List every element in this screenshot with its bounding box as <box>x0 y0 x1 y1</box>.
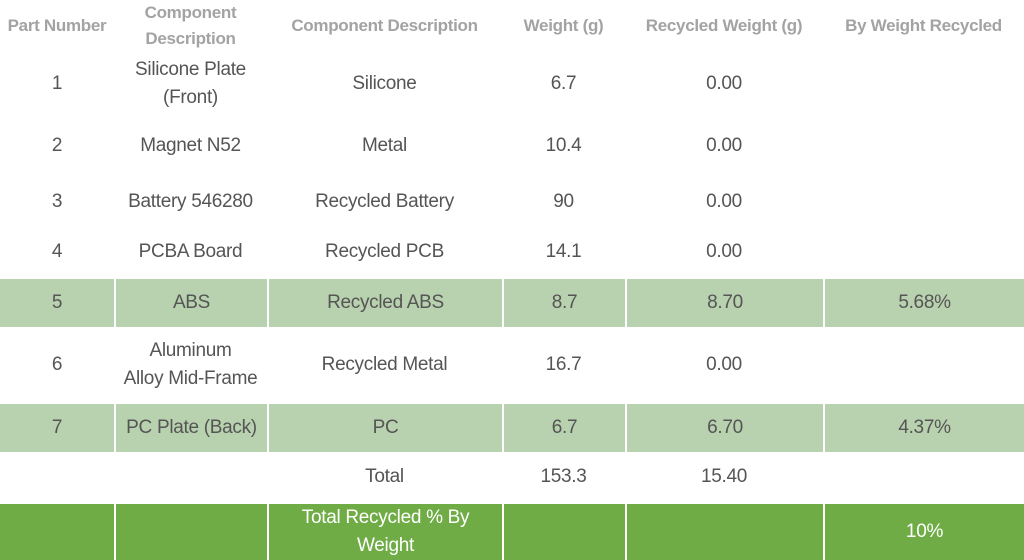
pct-cell <box>823 115 1024 177</box>
recycled-weight-cell: 0.00 <box>706 72 742 94</box>
table-row: 6 Aluminum Alloy Mid-Frame Recycled Meta… <box>0 327 1024 402</box>
empty-cell <box>0 452 114 502</box>
header-component: Component Description <box>144 3 237 48</box>
description-cell: Metal <box>362 135 407 156</box>
header-recycled-weight: Recycled Weight (g) <box>645 16 803 35</box>
header-part-number: Part Number <box>7 16 107 35</box>
table-row: 2 Magnet N52 Metal 10.4 0.00 <box>0 115 1024 177</box>
weight-cell: 6.7 <box>550 72 577 94</box>
pct-cell <box>823 177 1024 227</box>
table-row-highlighted: 7 PC Plate (Back) PC 6.7 6.70 4.37% <box>0 402 1024 452</box>
weight-cell: 90 <box>553 191 574 212</box>
pct-cell <box>823 52 1024 115</box>
part-number-cell: 4 <box>51 241 63 262</box>
component-cell: Magnet N52 <box>140 135 241 156</box>
description-cell: Recycled PCB <box>325 241 444 262</box>
component-cell: PC Plate (Back) <box>114 402 267 452</box>
header-weight: Weight (g) <box>523 16 604 35</box>
header-by-weight-recycled: By Weight Recycled <box>845 16 1002 35</box>
header-component-description: Component Description <box>291 16 478 35</box>
summary-pct: 10% <box>823 502 1024 560</box>
total-label: Total <box>365 466 404 487</box>
part-number-cell: 6 <box>51 353 63 375</box>
component-cell: Aluminum Alloy Mid-Frame <box>123 339 258 389</box>
description-cell: PC <box>267 402 502 452</box>
weight-cell: 10.4 <box>545 135 582 156</box>
description-cell: Recycled Battery <box>315 191 454 212</box>
pct-cell: 5.68% <box>823 277 1024 327</box>
recycled-weight-cell: 0.00 <box>706 191 742 212</box>
pct-cell <box>823 227 1024 277</box>
table-row: 4 PCBA Board Recycled PCB 14.1 0.00 <box>0 227 1024 277</box>
empty-cell <box>114 502 267 560</box>
recycled-weight-cell: 0.00 <box>706 353 742 375</box>
empty-cell <box>625 502 823 560</box>
part-number-cell: 3 <box>51 191 63 212</box>
recycled-weight-cell: 6.70 <box>625 402 823 452</box>
header-row: Part Number Component Description Compon… <box>0 0 1024 52</box>
empty-cell <box>114 452 267 502</box>
summary-label: Total Recycled % By Weight <box>267 502 502 560</box>
table-row: 1 Silicone Plate (Front) Silicone 6.7 0.… <box>0 52 1024 115</box>
recycled-weight-cell: 0.00 <box>706 135 742 156</box>
weight-cell: 16.7 <box>545 353 582 375</box>
table-row: 3 Battery 546280 Recycled Battery 90 0.0… <box>0 177 1024 227</box>
weight-cell: 8.7 <box>502 277 625 327</box>
empty-cell <box>823 452 1024 502</box>
weight-cell: 6.7 <box>502 402 625 452</box>
total-weight: 153.3 <box>540 466 587 487</box>
recycled-weight-cell: 8.70 <box>625 277 823 327</box>
component-cell: ABS <box>114 277 267 327</box>
summary-row: Total Recycled % By Weight 10% <box>0 502 1024 560</box>
description-cell: Recycled ABS <box>267 277 502 327</box>
part-number-cell: 2 <box>51 135 63 156</box>
empty-cell <box>502 502 625 560</box>
part-number-cell: 1 <box>51 72 63 94</box>
component-cell: PCBA Board <box>138 241 243 262</box>
part-number-cell: 7 <box>0 402 114 452</box>
total-recycled-weight: 15.40 <box>700 466 748 487</box>
part-number-cell: 5 <box>0 277 114 327</box>
recycled-weight-cell: 0.00 <box>706 241 742 262</box>
description-cell: Silicone <box>352 72 417 94</box>
total-row: Total 153.3 15.40 <box>0 452 1024 502</box>
pct-cell <box>823 327 1024 402</box>
table-row-highlighted: 5 ABS Recycled ABS 8.7 8.70 5.68% <box>0 277 1024 327</box>
description-cell: Recycled Metal <box>321 353 448 375</box>
weight-cell: 14.1 <box>545 241 582 262</box>
empty-cell <box>0 502 114 560</box>
pct-cell: 4.37% <box>823 402 1024 452</box>
component-cell: Silicone Plate (Front) <box>135 58 246 108</box>
component-cell: Battery 546280 <box>128 191 253 212</box>
